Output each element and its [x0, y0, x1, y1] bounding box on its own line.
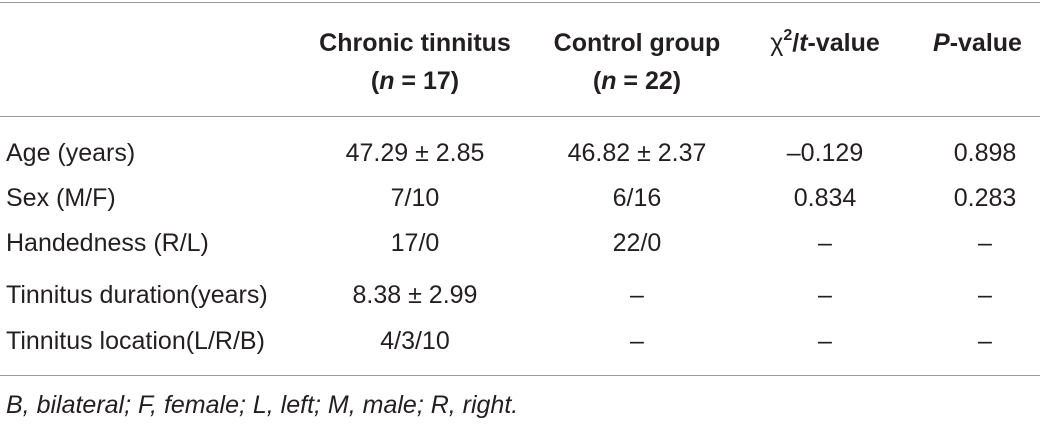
row-label-handedness: Handedness (R/L) [6, 229, 209, 257]
cell-duration-stat: – [818, 281, 832, 309]
row-label-sex: Sex (M/F) [6, 184, 116, 212]
cell-location-p: – [978, 327, 992, 355]
cell-duration-chronic: 8.38 ± 2.99 [352, 281, 478, 309]
header-control-group: Control group (n = 22) [553, 29, 721, 95]
header-chi-t-value: χ2/t-value [770, 26, 880, 57]
header-rule [0, 116, 1040, 117]
cell-location-chronic: 4/3/10 [380, 327, 450, 355]
cell-handedness-control: 22/0 [612, 229, 662, 257]
cell-sex-chronic: 7/10 [390, 184, 440, 212]
row-label-age: Age (years) [6, 139, 136, 167]
cell-handedness-stat: – [818, 229, 832, 257]
table-footnote: B, bilateral; F, female; L, left; M, mal… [6, 391, 519, 419]
cell-age-p: 0.898 [953, 139, 1017, 167]
cell-location-control: – [630, 327, 644, 355]
cell-location-stat: – [818, 327, 832, 355]
row-label-tinnitus-location: Tinnitus location(L/R/B) [6, 327, 265, 355]
header-p-value: P-value [933, 29, 1022, 57]
row-label-tinnitus-duration: Tinnitus duration(years) [6, 281, 268, 309]
header-chronic-tinnitus: Chronic tinnitus (n = 17) [319, 29, 511, 95]
cell-sex-control: 6/16 [612, 184, 662, 212]
cell-handedness-chronic: 17/0 [390, 229, 440, 257]
cell-age-stat: –0.129 [786, 139, 864, 167]
cell-age-control: 46.82 ± 2.37 [567, 139, 707, 167]
cell-duration-p: – [978, 281, 992, 309]
cell-sex-p: 0.283 [953, 184, 1017, 212]
bottom-rule [0, 375, 1040, 376]
cell-duration-control: – [630, 281, 644, 309]
cell-age-chronic: 47.29 ± 2.85 [345, 139, 485, 167]
cell-sex-stat: 0.834 [793, 184, 857, 212]
cell-handedness-p: – [978, 229, 992, 257]
top-rule [0, 2, 1040, 3]
